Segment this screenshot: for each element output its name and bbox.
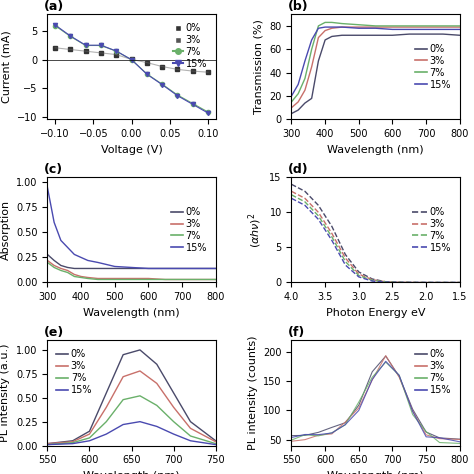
X-axis label: Wavelength (nm): Wavelength (nm) <box>83 308 180 318</box>
X-axis label: Wavelength (nm): Wavelength (nm) <box>83 471 180 474</box>
Y-axis label: PL intensity (a.u.): PL intensity (a.u.) <box>0 344 10 442</box>
Legend: 0%, 3%, 7%, 15%: 0%, 3%, 7%, 15% <box>167 203 211 257</box>
Y-axis label: Absorption: Absorption <box>0 200 10 260</box>
X-axis label: Wavelength (nm): Wavelength (nm) <box>328 145 424 155</box>
Text: (c): (c) <box>44 163 63 176</box>
Legend: 0%, 3%, 7%, 15%: 0%, 3%, 7%, 15% <box>408 203 455 257</box>
Y-axis label: PL intensity (counts): PL intensity (counts) <box>248 336 258 450</box>
Legend: 0%, 3%, 7%, 15%: 0%, 3%, 7%, 15% <box>411 345 455 399</box>
Legend: 0%, 3%, 7%, 15%: 0%, 3%, 7%, 15% <box>169 19 211 73</box>
Text: (a): (a) <box>44 0 64 13</box>
X-axis label: Photon Energy eV: Photon Energy eV <box>326 308 425 318</box>
Text: (f): (f) <box>288 326 305 339</box>
Y-axis label: Transmission (%): Transmission (%) <box>254 19 264 114</box>
Text: (b): (b) <box>288 0 309 13</box>
Text: (e): (e) <box>44 326 64 339</box>
X-axis label: Voltage (V): Voltage (V) <box>100 145 163 155</box>
Y-axis label: Current (mA): Current (mA) <box>2 30 12 103</box>
Legend: 0%, 3%, 7%, 15%: 0%, 3%, 7%, 15% <box>411 40 455 94</box>
Y-axis label: $(\alpha h\nu)^2$: $(\alpha h\nu)^2$ <box>246 212 264 247</box>
Legend: 0%, 3%, 7%, 15%: 0%, 3%, 7%, 15% <box>52 345 96 399</box>
X-axis label: Wavelength (nm): Wavelength (nm) <box>328 471 424 474</box>
Text: (d): (d) <box>288 163 309 176</box>
